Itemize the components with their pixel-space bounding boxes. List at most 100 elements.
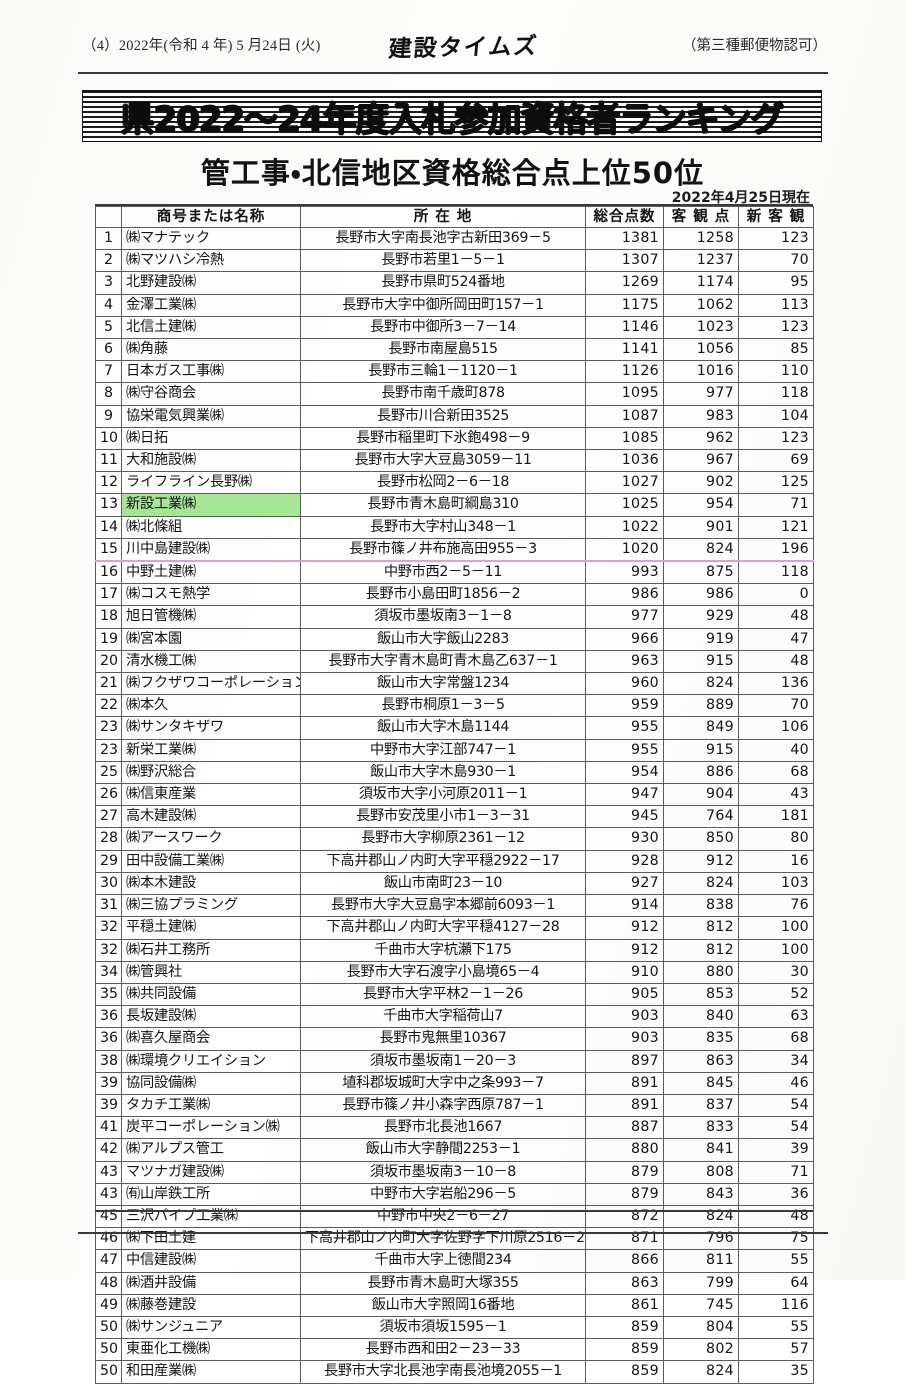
table-row: 23 新栄工業㈱ 中野市大字江部747－1 955 915 40: [95, 738, 814, 762]
cell-company-name: ライフライン長野㈱: [121, 471, 301, 495]
cell-objective-score: 889: [663, 694, 739, 718]
cell-objective-score: 1258: [663, 226, 739, 251]
cell-objective-score: 904: [663, 783, 739, 807]
cell-total-score: 859: [585, 1315, 664, 1340]
cell-total-score: 1175: [585, 293, 664, 317]
cell-address: 長野市鬼無里10367: [300, 1027, 586, 1051]
cell-objective-score: 802: [663, 1338, 739, 1362]
cell-address: 須坂市墨坂南3－10－8: [300, 1160, 586, 1184]
cell-address: 長野市大字石渡字小島境65－4: [300, 960, 586, 984]
cell-new-objective-score: 118: [738, 382, 814, 406]
cell-company-name: ㈲山岸鉄工所: [121, 1182, 301, 1206]
table-row: 46 ㈱下田土建 下高井郡山ノ内町大字佐野字下川原2516－26 871 796 75: [95, 1227, 814, 1251]
cell-rank: 32: [95, 938, 122, 962]
table-row: 2 ㈱マツハシ冷熱 長野市若里1－5－1 1307 1237 70: [95, 249, 814, 273]
cell-address: 長野市小島田町1856－2: [300, 583, 586, 607]
cell-objective-score: 875: [663, 560, 739, 585]
header-divider: [78, 72, 828, 74]
cell-objective-score: 853: [663, 982, 739, 1007]
cell-objective-score: 929: [663, 605, 739, 629]
cell-new-objective-score: 63: [738, 1005, 814, 1029]
cell-rank: 39: [95, 1071, 122, 1095]
cell-new-objective-score: 48: [738, 1204, 814, 1229]
cell-company-name: 和田産業㈱: [121, 1360, 301, 1384]
cell-rank: 35: [95, 982, 122, 1007]
cell-company-name: ㈱サンタキザワ: [121, 716, 301, 740]
cell-rank: 50: [95, 1315, 122, 1340]
cell-new-objective-score: 52: [738, 982, 814, 1007]
cell-address: 長野市大字大豆島字本郷前6093－1: [300, 894, 586, 918]
cell-address: 長野市安茂里小市1－3－31: [300, 805, 586, 829]
cell-company-name: ㈱マツハシ冷熱: [121, 249, 301, 273]
cell-rank: 41: [95, 1116, 122, 1140]
banner-title: 県2022〜24年度入札参加資格者ランキング: [82, 90, 822, 142]
cell-address: 長野市北長池1667: [300, 1116, 586, 1140]
cell-address: 飯山市大字照岡16番地: [300, 1293, 586, 1317]
cell-total-score: 1020: [585, 537, 664, 563]
table-header: 商号または名称 所 在 地 総合点数 客 観 点 新 客 観: [95, 206, 814, 228]
cell-rank: 11: [95, 449, 122, 473]
cell-new-objective-score: 70: [738, 249, 814, 273]
postal-notice: （第三種郵便物認可）: [682, 38, 827, 54]
cell-rank: 18: [95, 605, 122, 629]
cell-address: 長野市三輪1－1120－1: [300, 360, 586, 384]
table-header-row: 商号または名称 所 在 地 総合点数 客 観 点 新 客 観: [95, 206, 814, 228]
cell-objective-score: 812: [663, 938, 739, 962]
cell-address: 長野市大字北長池字南長池境2055－1: [300, 1360, 586, 1384]
cell-new-objective-score: 125: [738, 471, 814, 495]
cell-objective-score: 833: [663, 1116, 739, 1140]
table-row: 45 三沢パイプ工業㈱ 中野市中央2－6－27 872 824 48: [95, 1204, 814, 1229]
cell-objective-score: 804: [663, 1315, 739, 1340]
table-row: 6 ㈱角藤 長野市南屋島515 1141 1056 85: [95, 338, 814, 362]
cell-rank: 15: [95, 537, 122, 563]
cell-company-name: 旭日管機㈱: [121, 605, 301, 629]
cell-new-objective-score: 76: [738, 894, 814, 918]
cell-total-score: 977: [585, 605, 664, 629]
table-row: 13 新設工業㈱ 長野市青木島町綱島310 1025 954 71: [95, 493, 814, 517]
table-top-border: [95, 204, 813, 206]
table-row: 8 ㈱守谷商会 長野市南千歳町878 1095 977 118: [95, 382, 814, 406]
cell-new-objective-score: 116: [738, 1293, 814, 1317]
table-row: 4 金澤工業㈱ 長野市大字中御所岡田町157－1 1175 1062 113: [95, 293, 814, 317]
th-new-objective-score: 新 客 観: [738, 206, 814, 228]
table-row: 22 ㈱本久 長野市桐原1－3－5 959 889 70: [95, 694, 814, 718]
cell-rank: 27: [95, 805, 122, 829]
cell-new-objective-score: 113: [738, 293, 814, 317]
cell-total-score: 1095: [585, 382, 664, 406]
cell-objective-score: 824: [663, 672, 739, 696]
cell-rank: 46: [95, 1227, 122, 1251]
cell-new-objective-score: 85: [738, 338, 814, 362]
cell-total-score: 879: [585, 1182, 664, 1206]
cell-total-score: 947: [585, 783, 664, 807]
cell-rank: 23: [95, 716, 122, 740]
cell-rank: 36: [95, 1027, 122, 1051]
cell-company-name: 日本ガス工事㈱: [121, 360, 301, 384]
cell-address: 長野市篠ノ井布施高田955－3: [300, 537, 586, 563]
cell-objective-score: 812: [663, 916, 739, 940]
cell-new-objective-score: 69: [738, 449, 814, 473]
cell-company-name: ㈱コスモ熱学: [121, 583, 301, 607]
cell-total-score: 1025: [585, 493, 664, 517]
banner-title-text: 県2022〜24年度入札参加資格者ランキング: [120, 99, 785, 140]
cell-address: 長野市大字柳原2361－12: [300, 827, 586, 851]
cell-company-name: ㈱環境クリエイション: [121, 1049, 301, 1073]
cell-address: 長野市南千歳町878: [300, 382, 586, 406]
page-number-and-date: （4）2022年(令和 4 年) 5 月24日 (火): [82, 38, 321, 54]
cell-company-name: 田中設備工業㈱: [121, 849, 301, 873]
table-row: 17 ㈱コスモ熱学 長野市小島田町1856－2 986 986 0: [95, 583, 814, 607]
cell-new-objective-score: 95: [738, 271, 814, 295]
cell-new-objective-score: 71: [738, 493, 814, 517]
cell-objective-score: 912: [663, 849, 739, 873]
cell-rank: 50: [95, 1360, 122, 1384]
cell-new-objective-score: 16: [738, 849, 814, 873]
cell-total-score: 945: [585, 805, 664, 829]
cell-rank: 43: [95, 1182, 122, 1206]
table-row: 39 タカチ工業㈱ 長野市篠ノ井小森字西原787－1 891 837 54: [95, 1093, 814, 1118]
cell-objective-score: 880: [663, 960, 739, 984]
cell-company-name: 北野建設㈱: [121, 271, 301, 295]
cell-address: 千曲市大字杭瀬下175: [300, 938, 586, 962]
cell-new-objective-score: 103: [738, 871, 814, 896]
th-total-score: 総合点数: [585, 206, 664, 228]
cell-company-name: ㈱喜久屋商会: [121, 1027, 301, 1051]
cell-company-name: ㈱日拓: [121, 426, 301, 451]
